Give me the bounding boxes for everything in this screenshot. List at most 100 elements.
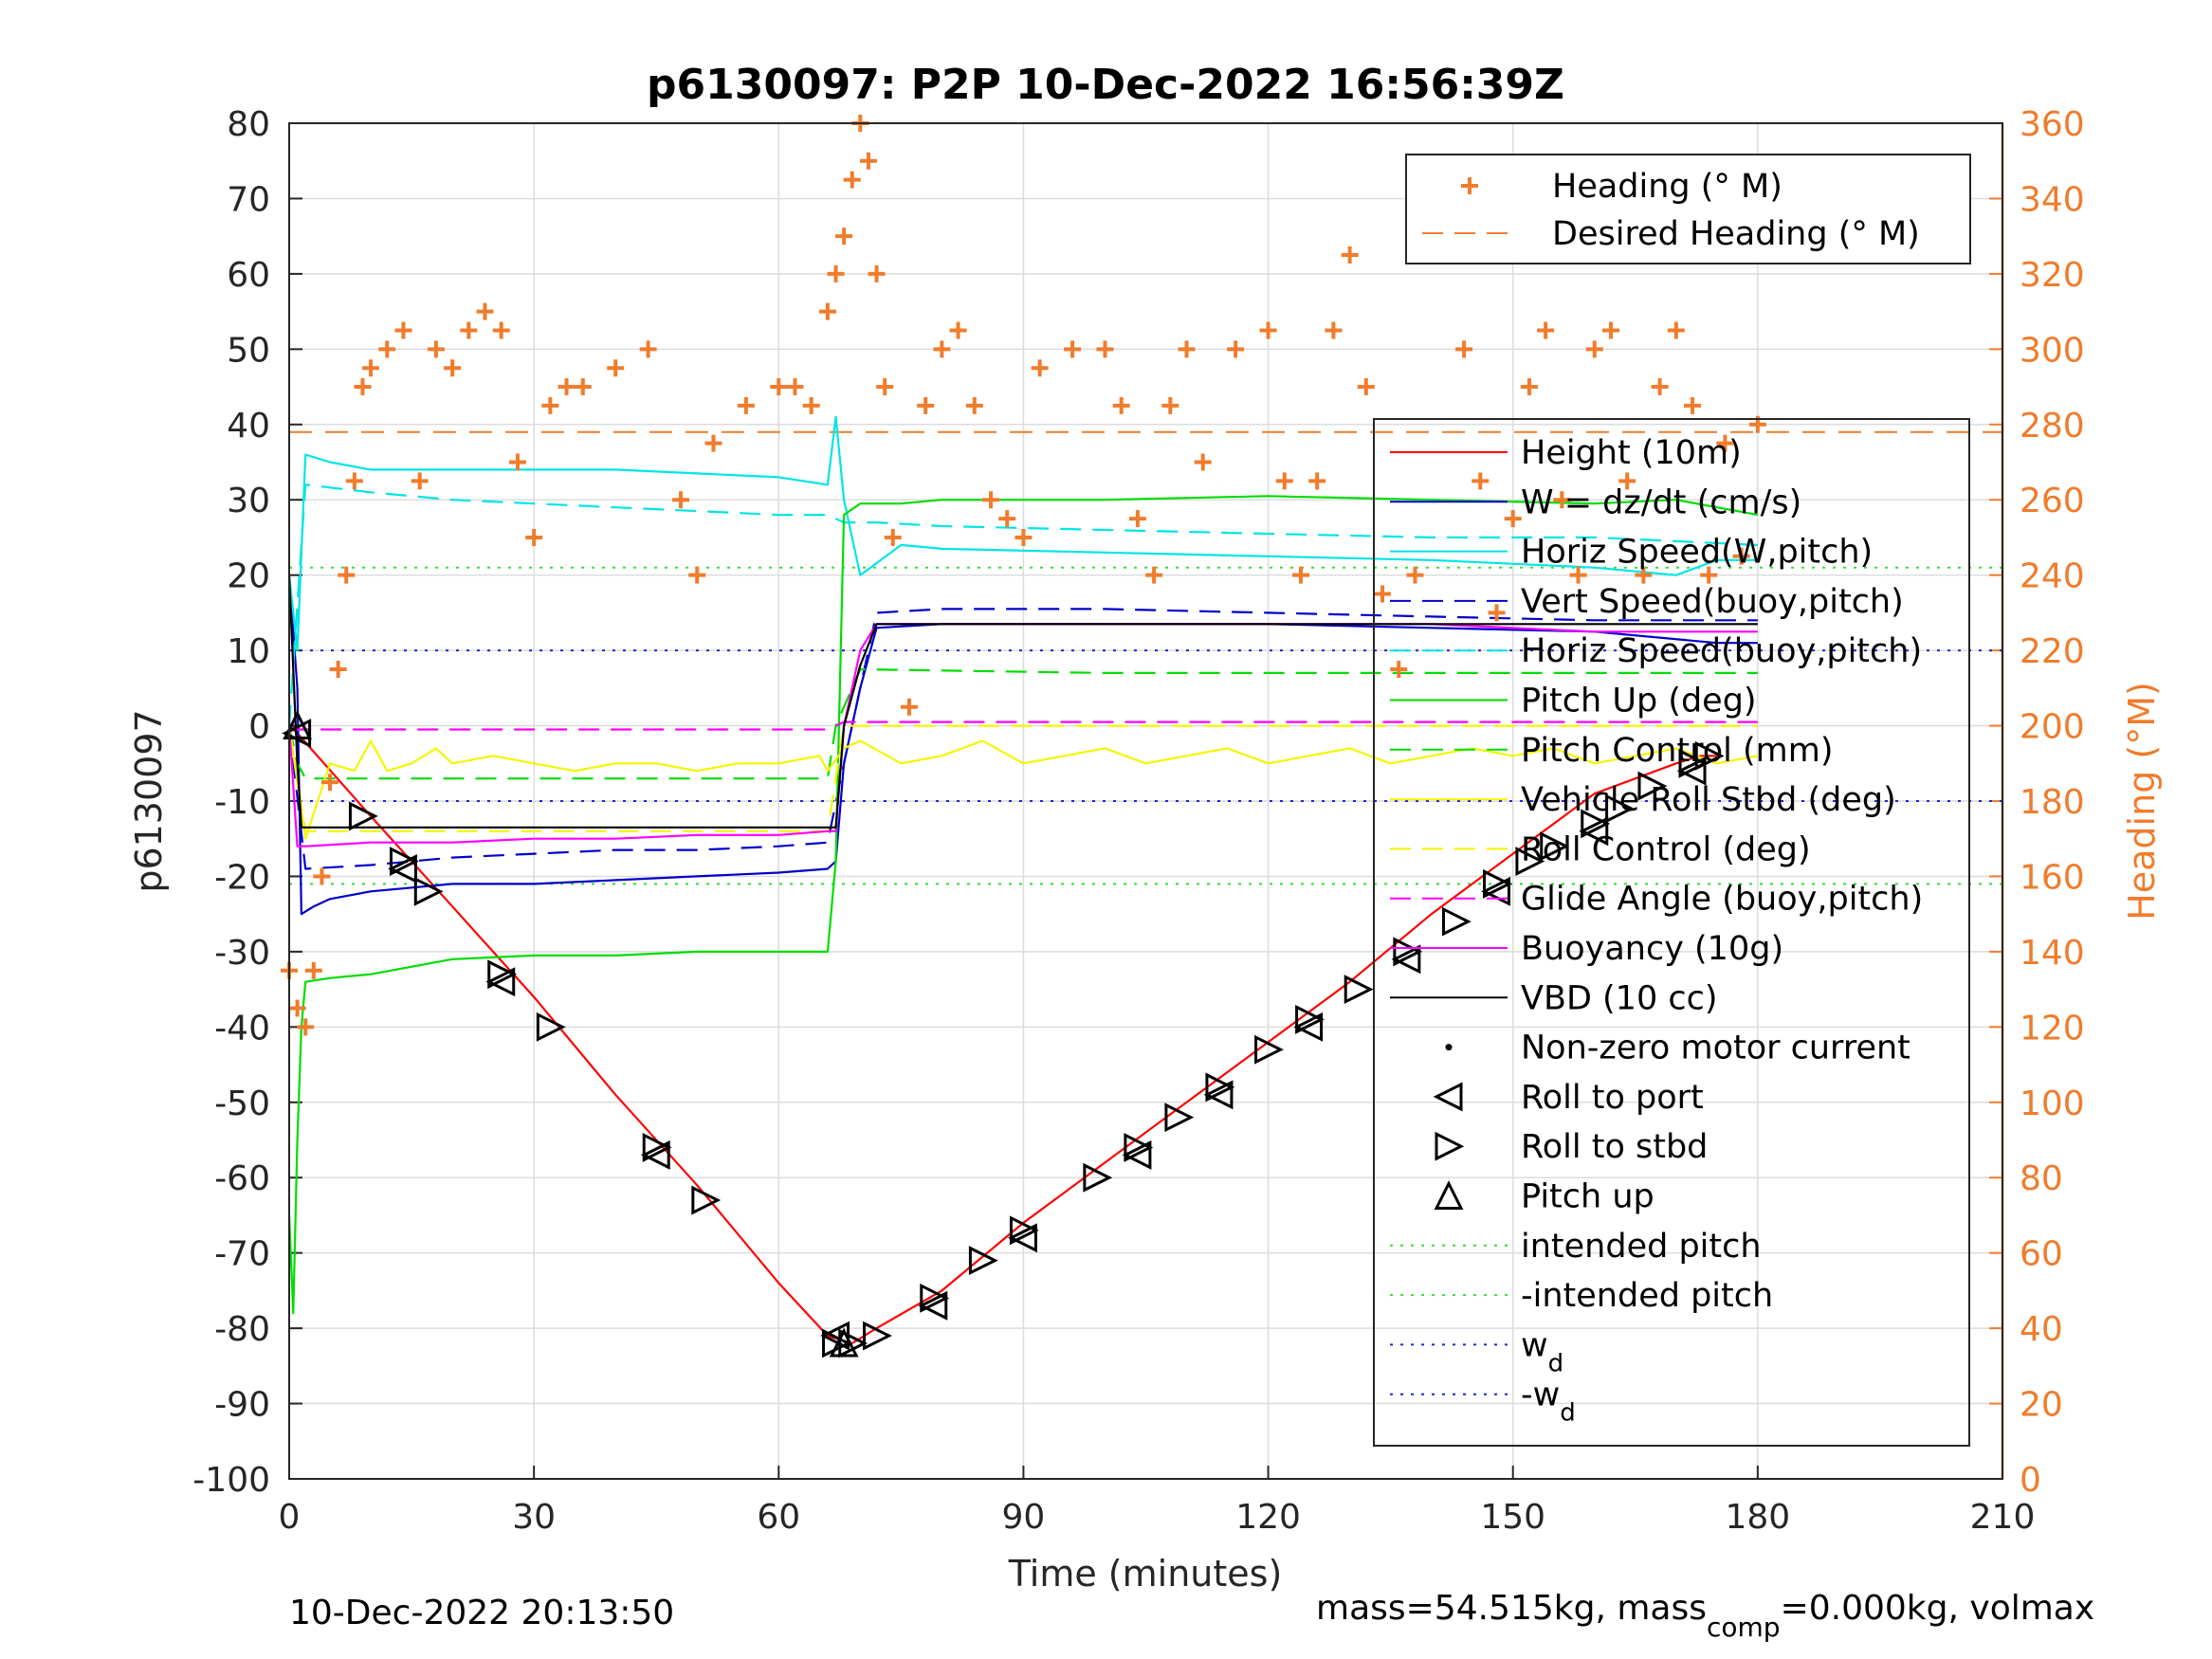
y-tick-label: 40 (227, 407, 270, 446)
legend-main-entry: -wd (1390, 1376, 1576, 1428)
heading-point (1308, 472, 1326, 490)
marker-left (1293, 1012, 1324, 1042)
heading-point (362, 359, 380, 377)
y2-tick-label: 60 (2020, 1235, 2063, 1274)
marker-left (640, 1139, 670, 1170)
x-tick-label: 150 (1480, 1498, 1545, 1537)
legend-main-box (1373, 418, 1970, 1447)
legend-main-label-text: Buoyancy (10g) (1521, 930, 1783, 968)
heading-point (297, 1018, 315, 1036)
series-vert-speed-buoy-pitch (287, 608, 1758, 870)
heading-point (1537, 321, 1555, 339)
marker-left (1433, 1082, 1463, 1112)
marker-right (1435, 1131, 1465, 1161)
heading-point (818, 302, 836, 320)
marker-right (920, 1283, 950, 1313)
marker-right (1124, 1133, 1154, 1162)
y2-tick-label: 340 (2020, 180, 2085, 219)
y-tick-label: -70 (214, 1235, 270, 1274)
y-tick-label: -30 (214, 934, 270, 973)
heading-point (835, 228, 853, 246)
heading-point (1667, 321, 1685, 339)
marker-right (348, 801, 378, 831)
heading-point (868, 264, 886, 283)
y-tick-label: 20 (227, 557, 270, 596)
legend-main-label: intended pitch (1521, 1228, 1762, 1266)
heading-point (1732, 547, 1750, 565)
legend-main-label: W = dz/dt (cm/s) (1521, 483, 1801, 521)
heading-point (1520, 378, 1538, 396)
legend-main-label: -intended pitch (1521, 1277, 1773, 1315)
heading-point (1341, 246, 1359, 264)
y-axis-label: p6130097 (128, 709, 170, 892)
heading-point (394, 321, 412, 339)
y2-tick-labels: 3603403203002802602402202001801601401201… (2020, 105, 2085, 1500)
heading-point (1259, 321, 1277, 339)
legend-main-label: Roll to port (1521, 1079, 1704, 1117)
heading-point (1325, 321, 1343, 339)
legend-main-label: Non-zero motor current (1521, 1030, 1910, 1067)
x-tick-labels: 0 30 60 90 120 150 180 210 (279, 1498, 2036, 1537)
legend-main-label: Height (10m) (1521, 434, 1742, 472)
legend-main-entry: wd (1390, 1326, 1563, 1377)
legend-main-entry: Pitch Control (mm) (1390, 732, 1833, 770)
heading-point (508, 453, 526, 471)
heading-point (304, 961, 322, 979)
footer-mass-prefix: mass=54.515kg, mass (1316, 1589, 1707, 1628)
heading-point (1227, 340, 1245, 358)
legend-main-entry: Glide Angle (buoy,pitch) (1390, 881, 1923, 919)
heading-point (338, 566, 356, 584)
heading-point (900, 698, 918, 716)
heading-point (1291, 566, 1309, 584)
heading-point (313, 867, 331, 885)
series-horiz-speed-buoy-pitch (287, 483, 1758, 726)
y2-tick-label: 260 (2020, 482, 2085, 520)
y2-tick-label: 220 (2020, 632, 2085, 671)
heading-point (982, 491, 1000, 509)
heading-point (1553, 491, 1571, 509)
x-tick-label: 60 (757, 1498, 800, 1537)
legend-main-label-text: Horiz Speed(W,pitch) (1521, 534, 1873, 572)
heading-point (704, 434, 722, 452)
heading-point (843, 171, 861, 189)
heading-point (859, 152, 877, 170)
legend-main-entry: -intended pitch (1390, 1277, 1773, 1315)
marker-right (1083, 1162, 1113, 1193)
heading-point (1031, 359, 1049, 377)
heading-point (1064, 340, 1082, 358)
heading-point (1112, 396, 1130, 414)
marker-up (829, 1327, 859, 1358)
legend-main-label-text: Horiz Speed(buoy,pitch) (1521, 632, 1922, 670)
heading-point (1504, 510, 1522, 528)
marker-right (1344, 975, 1374, 1005)
heading-point (884, 528, 902, 546)
heading-point (1635, 566, 1653, 584)
marker-right (536, 1012, 566, 1042)
legend-main-entry: Horiz Speed(W,pitch) (1390, 534, 1873, 572)
legend-main-label-text: -intended pitch (1521, 1277, 1773, 1315)
heading-point (1618, 472, 1636, 490)
marker-left (1676, 756, 1707, 786)
y2-tick-label: 240 (2020, 557, 2085, 596)
y2-tick-label: 100 (2020, 1085, 2085, 1123)
series-layer (281, 115, 1766, 1345)
legend-main-entry: Roll Control (deg) (1390, 830, 1811, 868)
marker-left (1008, 1223, 1037, 1253)
marker-left (388, 854, 417, 884)
x-tick-label: 90 (1002, 1498, 1046, 1537)
heading-point (1128, 510, 1146, 528)
heading-point (639, 340, 657, 358)
legend-main: Height (10m) W = dz/dt (cm/s) Horiz Speed(… (1373, 418, 1970, 1447)
legend-heading-entry: Heading (° M) (1461, 168, 1782, 206)
y-tick-label: 10 (227, 632, 270, 671)
series-horiz-speed-w-pitch (287, 415, 1758, 652)
legend-main-label-text: VBD (10 cc) (1521, 979, 1718, 1017)
legend-main-label-text: Non-zero motor current (1521, 1030, 1910, 1067)
heading-point (1472, 472, 1490, 490)
legend-main-entry: Vehicle Roll Stbd (deg) (1390, 781, 1896, 819)
y-tick-label: 70 (227, 180, 270, 219)
heading-point (965, 396, 983, 414)
heading-point (998, 510, 1016, 528)
heading-point (1161, 396, 1179, 414)
legend-main-label: Roll Control (deg) (1521, 830, 1811, 868)
